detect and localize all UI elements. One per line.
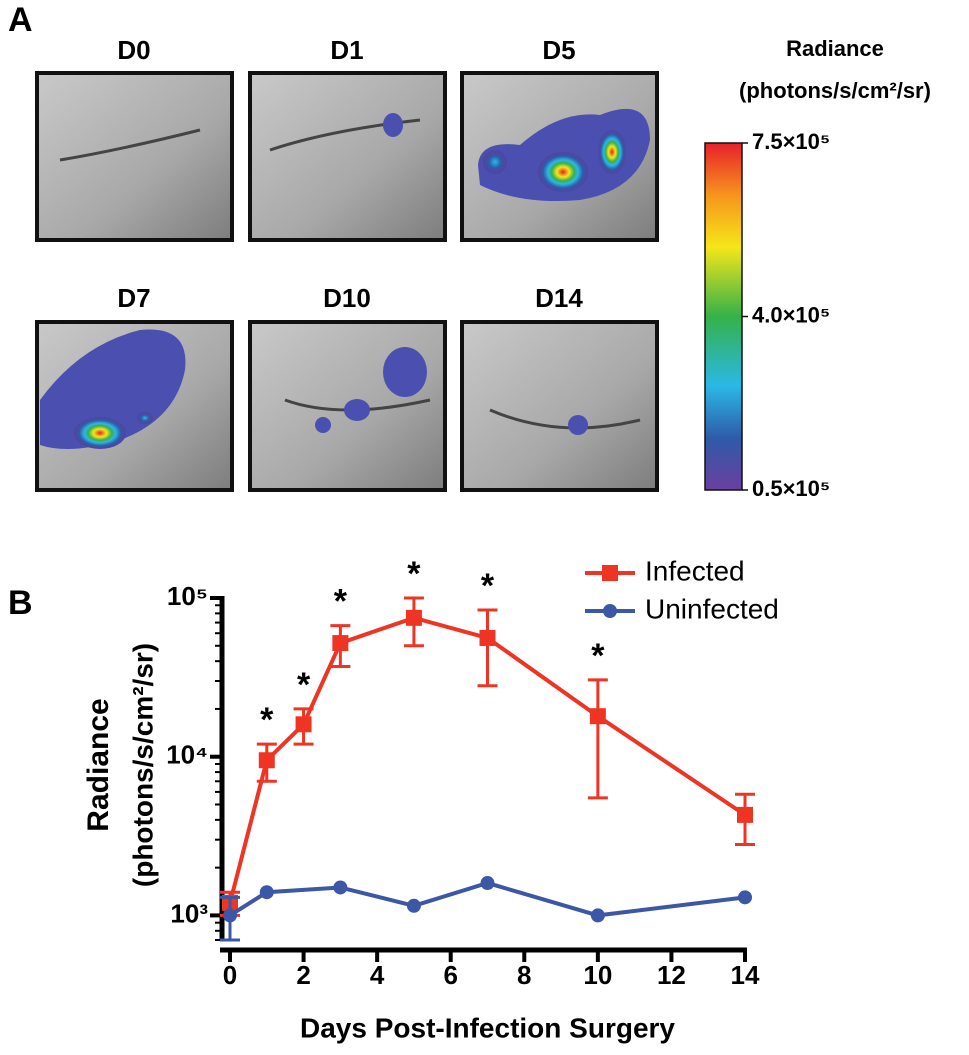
- colorbar-tick-label: 0.5×10⁵: [752, 476, 830, 501]
- image-label: D5: [542, 35, 575, 65]
- marker: [333, 880, 348, 895]
- image-label: D10: [323, 283, 371, 313]
- significance-star: *: [297, 666, 311, 704]
- x-tick-label: 2: [296, 960, 310, 990]
- marker: [590, 908, 605, 923]
- x-tick-label: 8: [517, 960, 531, 990]
- marker: [295, 716, 312, 733]
- panel-label: A: [8, 1, 33, 39]
- panel-label: B: [8, 584, 33, 622]
- image-label: D7: [117, 283, 150, 313]
- image-label: D0: [117, 35, 150, 65]
- marker: [259, 885, 274, 900]
- x-tick-label: 0: [223, 960, 237, 990]
- image-label: D14: [535, 283, 583, 313]
- y-tick-label: 10⁴: [166, 740, 208, 770]
- legend-marker: [602, 565, 618, 581]
- marker: [258, 752, 275, 769]
- x-tick-label: 10: [583, 960, 612, 990]
- legend-marker: [603, 604, 617, 618]
- x-tick-label: 12: [657, 960, 686, 990]
- colorbar-unit: (photons/s/cm²/sr): [739, 78, 931, 103]
- x-tick-label: 14: [731, 960, 760, 990]
- marker: [737, 806, 753, 823]
- significance-star: *: [407, 555, 421, 593]
- colorbar: [704, 142, 743, 491]
- y-tick-label: 10³: [170, 898, 208, 928]
- marker: [589, 708, 606, 725]
- error-bar: [587, 678, 608, 800]
- legend-label: Uninfected: [645, 593, 779, 624]
- marker: [406, 898, 421, 913]
- signal-overlay: [40, 108, 650, 449]
- marker: [332, 635, 349, 652]
- x-tick-label: 6: [443, 960, 457, 990]
- x-tick-label: 4: [370, 960, 385, 990]
- image-label: D1: [330, 35, 363, 65]
- marker: [405, 609, 422, 626]
- colorbar-title: Radiance: [786, 36, 884, 61]
- marker: [479, 629, 496, 646]
- marker: [480, 876, 495, 891]
- marker: [223, 908, 237, 923]
- colorbar-tick-label: 4.0×10⁵: [752, 302, 830, 327]
- error-bar: [477, 608, 498, 688]
- y-axis-label: (photons/s/cm²/sr): [127, 643, 158, 887]
- y-axis-label: Radiance: [82, 698, 115, 831]
- x-axis-label: Days Post-Infection Surgery: [300, 1012, 675, 1043]
- y-tick-label: 10⁵: [167, 581, 208, 611]
- significance-star: *: [334, 583, 348, 621]
- significance-star: *: [260, 701, 274, 739]
- significance-star: *: [591, 637, 605, 675]
- legend-label: Infected: [645, 555, 745, 586]
- colorbar-tick-label: 7.5×10⁵: [752, 129, 830, 154]
- marker: [738, 890, 752, 905]
- significance-star: *: [481, 567, 495, 605]
